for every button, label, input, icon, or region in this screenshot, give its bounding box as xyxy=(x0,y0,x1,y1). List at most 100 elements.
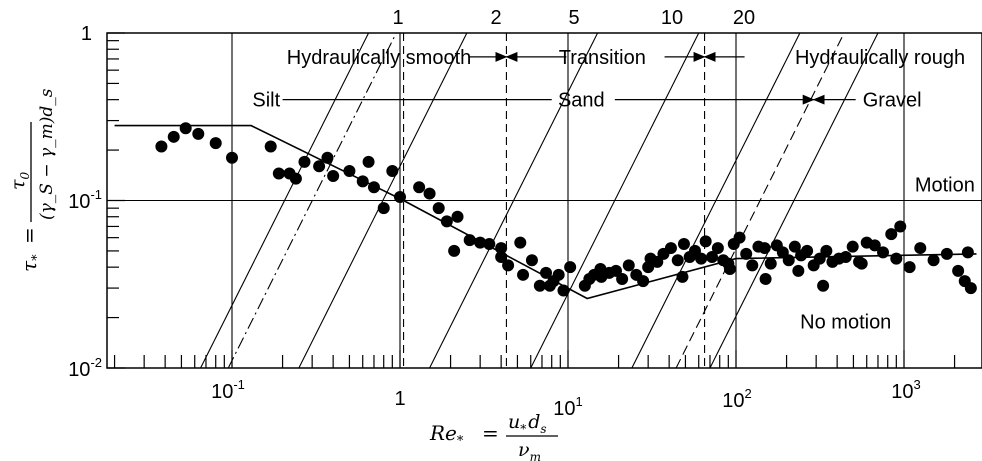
grain-size-labels: 1 2 5 10 20 xyxy=(392,7,755,29)
data-point xyxy=(362,155,375,168)
grain-label-20: 20 xyxy=(733,7,755,29)
x-label-numerator: u* ds xyxy=(508,411,547,436)
data-point xyxy=(327,170,340,183)
grain-size-line-10 xyxy=(530,33,700,368)
data-point xyxy=(463,234,476,247)
y-label-lhs: τ* xyxy=(17,254,45,272)
data-point xyxy=(413,181,426,194)
data-point xyxy=(952,264,965,277)
annotation-hydraulically-rough: Hydraulically rough xyxy=(795,47,965,69)
data-point xyxy=(940,247,953,260)
data-point xyxy=(155,140,168,153)
data-point xyxy=(758,242,771,255)
grain-size-line-6 xyxy=(675,33,845,368)
annotation-no-motion: No motion xyxy=(800,311,891,333)
data-point xyxy=(451,210,464,223)
data-point xyxy=(209,137,222,150)
data-point xyxy=(495,242,508,255)
data-point xyxy=(179,122,192,135)
annotation-hydraulically-smooth: Hydraulically smooth xyxy=(287,47,472,69)
data-point xyxy=(927,254,940,267)
x-tick-label-0.1: 10-1 xyxy=(211,377,245,403)
data-point xyxy=(801,244,814,257)
data-point xyxy=(622,259,635,272)
grain-label-2: 2 xyxy=(490,7,501,29)
data-point xyxy=(903,261,916,274)
annotation-gravel: Gravel xyxy=(863,90,922,112)
grain-size-line-5 xyxy=(429,33,599,368)
data-point xyxy=(272,167,285,180)
data-point xyxy=(564,261,577,274)
data-point xyxy=(594,262,607,275)
data-point xyxy=(540,266,553,279)
data-point xyxy=(525,254,538,267)
data-point xyxy=(552,268,565,281)
data-point xyxy=(226,151,238,164)
y-label-numerator: τ0 xyxy=(7,171,32,190)
data-point xyxy=(517,268,530,281)
data-point xyxy=(264,140,277,153)
annotations: Hydraulically smooth Transition Hydrauli… xyxy=(252,47,974,333)
y-label-eq: = xyxy=(17,227,41,244)
data-point xyxy=(533,279,546,292)
data-points xyxy=(155,122,977,297)
data-point xyxy=(440,215,453,228)
data-point xyxy=(890,252,903,265)
data-point xyxy=(321,151,334,164)
data-point xyxy=(817,279,830,292)
y-tick-label-0.01: 10-2 xyxy=(68,355,102,381)
data-point xyxy=(695,252,708,265)
data-point xyxy=(706,250,719,263)
data-point xyxy=(855,257,868,270)
data-point xyxy=(788,240,801,253)
data-point xyxy=(676,270,689,283)
data-point xyxy=(394,190,406,203)
annotation-sand: Sand xyxy=(558,90,605,112)
grain-size-line-20 xyxy=(631,33,801,368)
data-point xyxy=(637,275,650,288)
y-tick-labels: 1 10-1 10-2 xyxy=(68,23,102,381)
data-point xyxy=(699,235,712,248)
data-point xyxy=(723,262,736,275)
grain-label-1: 1 xyxy=(392,7,403,29)
data-point xyxy=(677,237,690,250)
data-point xyxy=(448,244,461,257)
data-point xyxy=(642,261,655,274)
data-point xyxy=(885,228,898,241)
grain-size-line-7 xyxy=(709,33,879,368)
ticks xyxy=(107,32,956,369)
x-tick-labels: 10-1 1 101 102 103 xyxy=(211,377,921,420)
data-point xyxy=(877,246,890,259)
region-arrows xyxy=(282,51,856,105)
x-tick-label-10: 101 xyxy=(553,394,582,420)
data-point xyxy=(502,259,515,272)
data-point xyxy=(432,202,445,215)
data-point xyxy=(740,247,753,260)
data-point xyxy=(313,160,326,173)
data-point xyxy=(764,257,777,270)
x-label-eq: = xyxy=(482,421,499,445)
data-point xyxy=(914,242,927,255)
data-point xyxy=(483,237,496,250)
grain-size-line-2 xyxy=(298,33,468,368)
data-point xyxy=(386,165,399,178)
y-tick-label-0.1: 10-1 xyxy=(68,187,102,213)
grain-label-5: 5 xyxy=(568,7,579,29)
data-point xyxy=(733,231,746,244)
data-point xyxy=(792,264,805,277)
data-point xyxy=(958,275,971,288)
data-point xyxy=(192,127,205,140)
data-point xyxy=(759,272,772,285)
x-label-lhs: Re* xyxy=(429,421,464,449)
x-tick-label-1000: 103 xyxy=(891,377,920,403)
data-point xyxy=(711,242,724,255)
x-axis-label: Re* = u* ds νm xyxy=(429,411,558,461)
y-tick-label-1: 1 xyxy=(81,23,92,45)
x-tick-label-1: 1 xyxy=(394,388,405,410)
data-point xyxy=(557,284,570,297)
data-point xyxy=(377,202,390,215)
y-label-denominator: (γ_S − γ_m)d_s xyxy=(37,88,57,220)
data-point xyxy=(356,175,369,188)
data-point xyxy=(298,155,311,168)
